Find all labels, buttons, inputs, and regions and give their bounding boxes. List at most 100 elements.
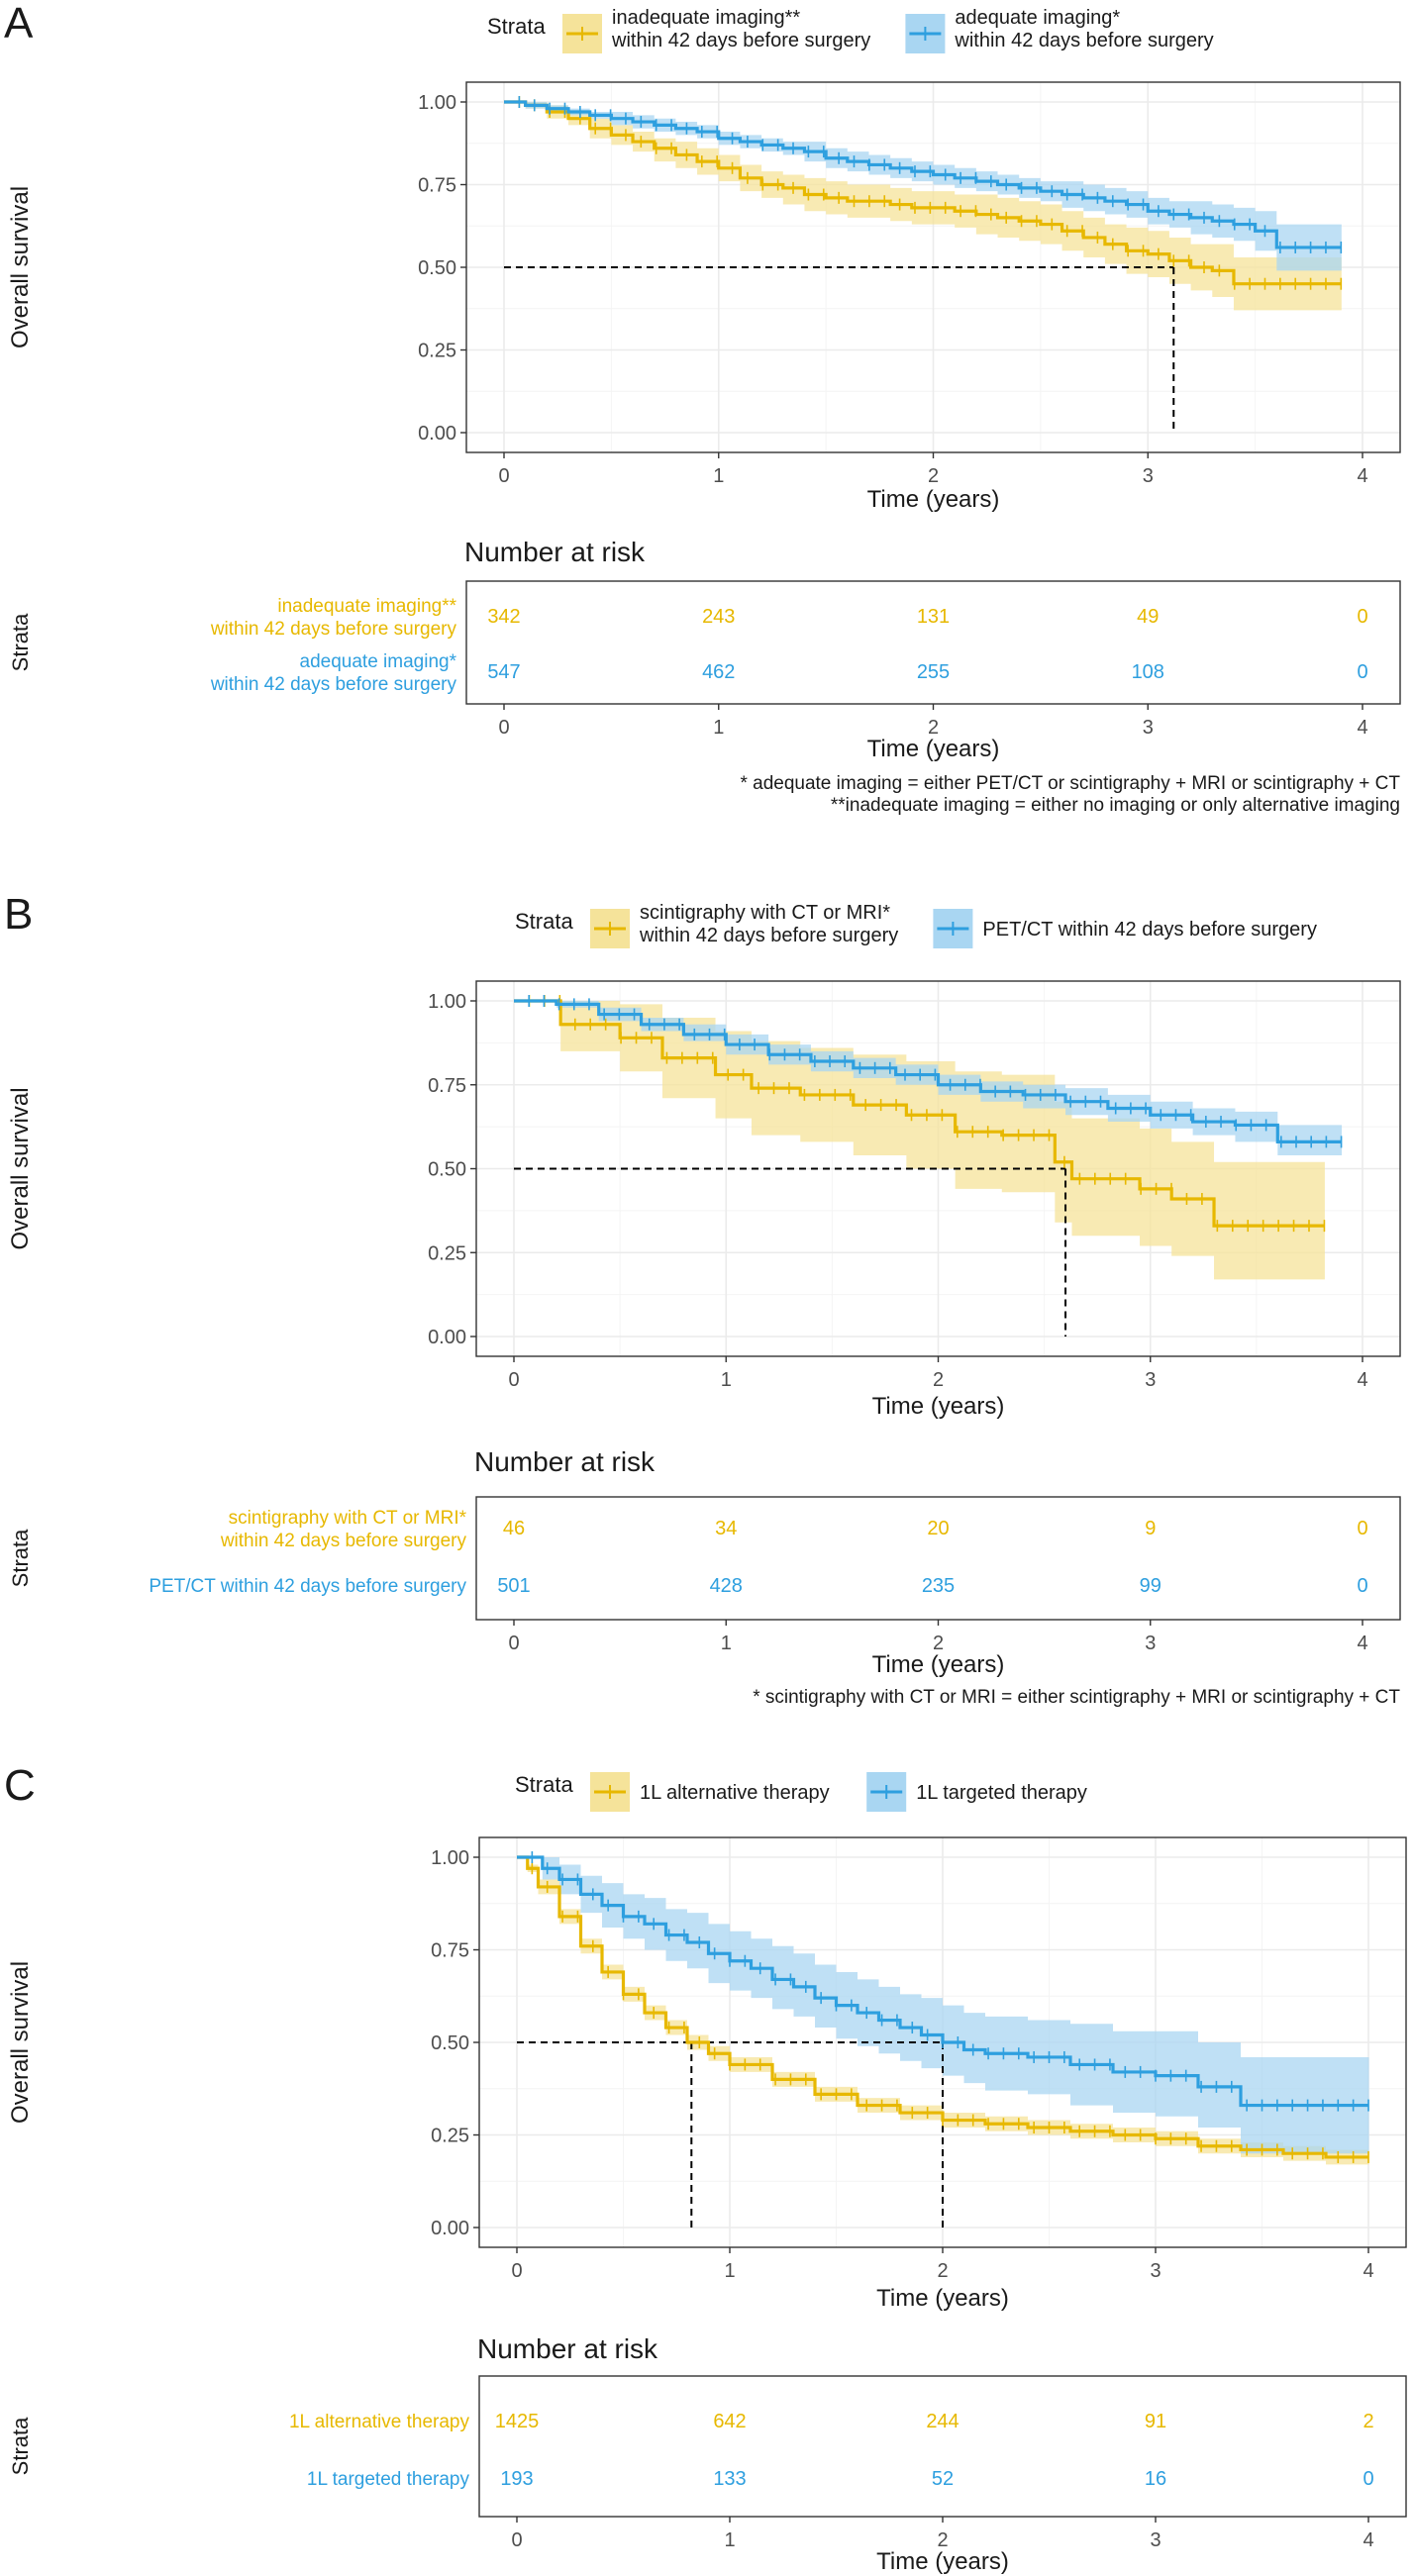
footnote: **inadequate imaging = either no imaging… bbox=[831, 795, 1400, 816]
risk-row-label-1: adequate imaging* within 42 days before s… bbox=[210, 651, 457, 695]
risk-count: 34 bbox=[715, 1518, 737, 1539]
panel-b: B Strata scintigraphy with CT or MRI* withi… bbox=[4, 890, 1401, 1708]
x-tick-label: 4 bbox=[1357, 1369, 1367, 1391]
risk-count: 193 bbox=[500, 2468, 533, 2490]
risk-count: 428 bbox=[710, 1575, 743, 1597]
risk-x-axis-title: Time (years) bbox=[876, 2548, 1009, 2575]
y-axis-title: Overall survival bbox=[7, 1087, 34, 1249]
panel-c: C Strata 1L alternative therapy 1L targeted… bbox=[4, 1761, 1407, 2575]
risk-count: 2 bbox=[1363, 2411, 1373, 2432]
risk-x-tick-label: 2 bbox=[937, 2529, 948, 2551]
y-tick-label: 1.00 bbox=[428, 991, 466, 1013]
risk-row-label-1: PET/CT within 42 days before surgery bbox=[149, 1576, 466, 1597]
x-tick-label: 0 bbox=[511, 2260, 522, 2282]
risk-table: Number at risk Strata 1L alternative thera… bbox=[8, 2333, 1407, 2575]
risk-count: 0 bbox=[1357, 661, 1367, 683]
risk-count: 235 bbox=[922, 1575, 955, 1597]
risk-x-tick-label: 0 bbox=[511, 2529, 522, 2551]
survival-plot: 0.00 0.25 0.50 0.75 1.00 0 1 2 3 4 Time (years) Ove… bbox=[7, 1836, 1407, 2312]
risk-count: 49 bbox=[1137, 606, 1159, 628]
risk-count: 131 bbox=[917, 606, 950, 628]
risk-row-label-0: 1L alternative therapy bbox=[289, 2412, 470, 2432]
risk-table-title: Number at risk bbox=[474, 1446, 656, 1477]
risk-strata-label: Strata bbox=[8, 1529, 33, 1587]
risk-x-tick-label: 3 bbox=[1150, 2529, 1161, 2551]
risk-x-axis-title: Time (years) bbox=[867, 736, 1000, 762]
risk-count: 547 bbox=[487, 661, 520, 683]
risk-x-tick-label: 1 bbox=[724, 2529, 735, 2551]
panel-a: A Strata inadequate imaging** within 42 day… bbox=[4, 0, 1401, 816]
survival-curve-0 bbox=[504, 100, 1342, 286]
risk-table-border bbox=[478, 2375, 1407, 2518]
legend-label: PET/CT within 42 days before surgery bbox=[982, 919, 1317, 941]
y-tick-label: 0.00 bbox=[431, 2218, 469, 2239]
risk-strata-label: Strata bbox=[8, 2417, 33, 2475]
risk-count: 46 bbox=[503, 1518, 525, 1539]
risk-x-tick-label: 1 bbox=[721, 1633, 732, 1654]
y-tick-label: 0.75 bbox=[428, 1075, 466, 1097]
footnote: * adequate imaging = either PET/CT or sc… bbox=[740, 773, 1400, 794]
risk-count: 133 bbox=[713, 2468, 746, 2490]
risk-count: 16 bbox=[1145, 2468, 1166, 2490]
risk-table: Number at risk Strata inadequate imaging**… bbox=[8, 537, 1401, 762]
survival-curve-1 bbox=[514, 999, 1342, 1143]
risk-count: 642 bbox=[713, 2411, 746, 2432]
x-tick-label: 1 bbox=[713, 465, 724, 487]
x-tick-label: 3 bbox=[1150, 2260, 1161, 2282]
x-tick-label: 1 bbox=[724, 2260, 735, 2282]
x-tick-label: 0 bbox=[498, 465, 509, 487]
y-tick-label: 0.50 bbox=[431, 2032, 469, 2054]
y-tick-label: 1.00 bbox=[431, 1847, 469, 1869]
x-tick-label: 3 bbox=[1143, 465, 1154, 487]
ci-band-1 bbox=[514, 1001, 1343, 1155]
risk-count: 20 bbox=[927, 1518, 949, 1539]
risk-x-tick-label: 2 bbox=[933, 1633, 944, 1654]
risk-x-axis-title: Time (years) bbox=[872, 1651, 1005, 1678]
legend-key-0: inadequate imaging** within 42 days befor… bbox=[562, 7, 870, 53]
y-axis-title: Overall survival bbox=[7, 186, 34, 348]
survival-plot: 0.00 0.25 0.50 0.75 1.00 0 1 2 3 4 Time (years) Ove… bbox=[7, 81, 1401, 513]
y-axis-title: Overall survival bbox=[7, 1961, 34, 2124]
x-tick-label: 2 bbox=[933, 1369, 944, 1391]
survival-plot: 0.00 0.25 0.50 0.75 1.00 0 1 2 3 4 Time (years) Ove… bbox=[7, 980, 1401, 1420]
panel-letter: A bbox=[4, 0, 34, 48]
risk-x-tick-label: 3 bbox=[1145, 1633, 1156, 1654]
panel-letter: C bbox=[4, 1761, 36, 1810]
y-tick-label: 0.50 bbox=[428, 1159, 466, 1181]
risk-table-border bbox=[465, 580, 1401, 705]
x-tick-label: 4 bbox=[1357, 465, 1367, 487]
risk-count: 9 bbox=[1145, 1518, 1156, 1539]
risk-x-tick-label: 4 bbox=[1357, 1633, 1367, 1654]
risk-count: 255 bbox=[917, 661, 950, 683]
y-tick-label: 0.75 bbox=[431, 1940, 469, 1962]
legend-key-1: PET/CT within 42 days before surgery bbox=[933, 909, 1317, 948]
risk-x-tick-label: 4 bbox=[1363, 2529, 1373, 2551]
x-axis-title: Time (years) bbox=[876, 2285, 1009, 2312]
risk-table-title: Number at risk bbox=[477, 2333, 658, 2364]
y-tick-label: 0.00 bbox=[418, 423, 456, 445]
x-tick-label: 1 bbox=[721, 1369, 732, 1391]
legend: Strata scintigraphy with CT or MRI* within… bbox=[515, 902, 1317, 948]
survival-curve-0 bbox=[514, 999, 1325, 1228]
x-axis-title: Time (years) bbox=[872, 1393, 1005, 1420]
risk-count: 243 bbox=[702, 606, 735, 628]
risk-count: 0 bbox=[1357, 606, 1367, 628]
survival-curve-0 bbox=[517, 1855, 1368, 2159]
risk-x-tick-label: 0 bbox=[498, 717, 509, 739]
legend-key-1: 1L targeted therapy bbox=[866, 1772, 1087, 1812]
risk-count: 0 bbox=[1363, 2468, 1373, 2490]
footnote: * scintigraphy with CT or MRI = either s… bbox=[753, 1687, 1400, 1708]
ci-band-0 bbox=[504, 102, 1342, 311]
x-tick-label: 3 bbox=[1145, 1369, 1156, 1391]
legend-label: 1L alternative therapy bbox=[640, 1782, 830, 1804]
y-tick-label: 0.25 bbox=[431, 2126, 469, 2147]
risk-count: 462 bbox=[702, 661, 735, 683]
risk-row-label-1: 1L targeted therapy bbox=[307, 2469, 470, 2490]
y-tick-label: 0.50 bbox=[418, 257, 456, 279]
legend-label: 1L targeted therapy bbox=[916, 1782, 1087, 1804]
x-tick-label: 2 bbox=[928, 465, 939, 487]
legend-key-0: 1L alternative therapy bbox=[590, 1772, 830, 1812]
risk-x-tick-label: 0 bbox=[508, 1633, 519, 1654]
legend-label: adequate imaging* within 42 days before s… bbox=[954, 7, 1213, 51]
risk-count: 99 bbox=[1140, 1575, 1162, 1597]
